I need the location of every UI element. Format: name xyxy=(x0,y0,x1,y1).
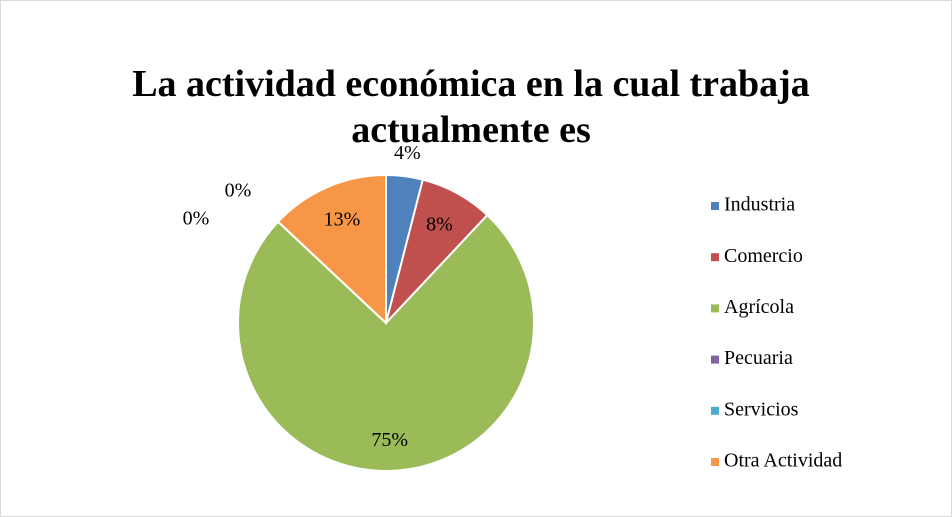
legend-swatch xyxy=(711,202,719,210)
legend-swatch xyxy=(711,304,719,313)
pie-slice xyxy=(276,173,387,326)
data-label: 4% xyxy=(394,142,421,164)
legend-label: Otra Actividad xyxy=(724,450,842,472)
data-label: 0% xyxy=(183,208,210,230)
legend-label: Agrícola xyxy=(724,296,794,318)
legend-label: Comercio xyxy=(724,245,803,267)
data-label: 0% xyxy=(225,180,252,202)
legend-swatch xyxy=(711,355,719,364)
data-label: 75% xyxy=(371,429,408,451)
pie-slice xyxy=(237,213,535,472)
legend-swatch xyxy=(711,458,719,466)
data-label: 8% xyxy=(426,213,453,235)
legend-label: Servicios xyxy=(724,398,799,420)
legend-label: Pecuaria xyxy=(724,347,793,369)
legend-swatch xyxy=(711,253,719,262)
legend-label: Industria xyxy=(724,194,795,216)
data-label: 13% xyxy=(324,209,361,231)
legend-swatch xyxy=(711,406,719,415)
chart-title: La actividad económica en la cual trabaj… xyxy=(132,63,810,151)
